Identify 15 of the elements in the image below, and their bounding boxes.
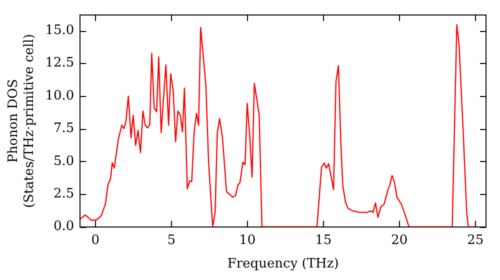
y-tick-label: 12.5: [45, 56, 74, 71]
y-tick-label: 7.5: [53, 121, 74, 136]
y-axis-title: Phonon DOS (States/THz·primitive cell): [6, 34, 37, 208]
y-tick-label: 0.0: [53, 219, 74, 234]
x-tick-label: 15: [315, 232, 332, 248]
x-tick-label: 10: [239, 232, 256, 248]
x-tick-label: 20: [391, 232, 408, 248]
x-axis-title: Frequency (THz): [227, 256, 339, 272]
x-tick-label: 0: [91, 232, 100, 248]
y-tick-label: 5.0: [53, 154, 74, 169]
y-tick-label: 2.5: [53, 186, 74, 202]
x-tick-label: 5: [167, 232, 176, 248]
y-tick-label: 15.0: [45, 23, 74, 38]
y-tick-label: 10.0: [45, 88, 74, 104]
x-tick-label: 25: [467, 232, 484, 248]
